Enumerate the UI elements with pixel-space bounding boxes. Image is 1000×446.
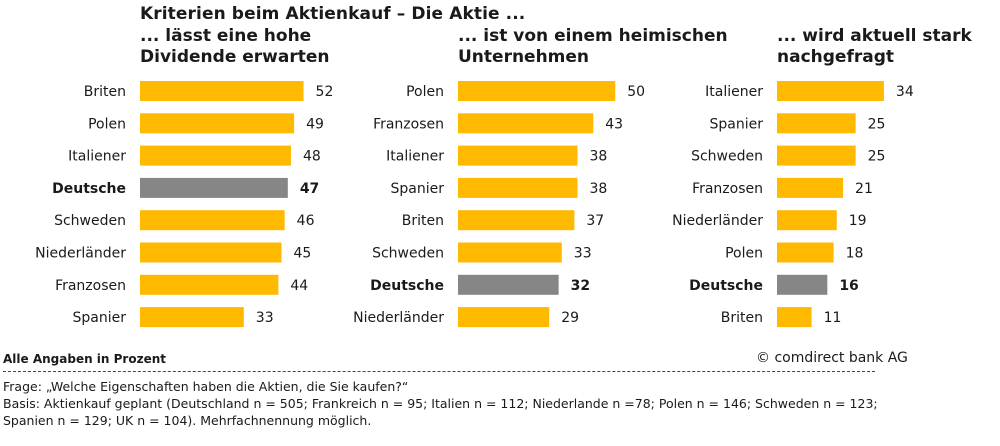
category-label: Spanier <box>391 181 445 197</box>
panel-1: Briten 52 Polen 49 Italiener 48 Deutsche 47 Schw… <box>35 81 334 328</box>
value-label: 29 <box>561 310 579 326</box>
bar <box>777 307 812 328</box>
category-label: Franzosen <box>373 116 444 132</box>
category-label: Briten <box>402 213 444 229</box>
bar <box>777 113 856 134</box>
category-label: Schweden <box>54 213 126 229</box>
value-label: 25 <box>868 149 886 165</box>
value-label: 33 <box>256 310 274 326</box>
value-label: 50 <box>627 84 645 100</box>
value-label: 43 <box>605 116 623 132</box>
category-label: Schweden <box>691 149 763 165</box>
bar <box>140 145 291 166</box>
bar <box>140 307 244 328</box>
value-label: 33 <box>574 246 592 262</box>
bar <box>777 145 856 166</box>
bar <box>458 307 550 328</box>
category-label: Niederländer <box>672 213 763 229</box>
value-label: 38 <box>590 181 608 197</box>
value-label: 11 <box>824 310 842 326</box>
panel-1-subtitle: ... lässt eine hohe Dividende erwarten <box>140 26 330 67</box>
category-label: Italiener <box>705 84 763 100</box>
bar <box>140 210 285 231</box>
category-label: Niederländer <box>353 310 444 326</box>
basis-note: Basis: Aktienkauf geplant (Deutschland n… <box>3 396 878 428</box>
value-label: 38 <box>590 149 608 165</box>
bar <box>777 81 884 101</box>
value-label: 46 <box>297 213 315 229</box>
dashed-divider <box>3 371 875 372</box>
value-label: 25 <box>868 116 886 132</box>
copyright: © comdirect bank AG <box>756 350 908 366</box>
category-label: Deutsche <box>52 181 126 197</box>
bar <box>777 177 844 198</box>
bar <box>458 274 559 295</box>
value-label: 21 <box>855 181 873 197</box>
category-label: Schweden <box>372 246 444 262</box>
category-label: Polen <box>88 116 126 132</box>
bar <box>140 177 288 198</box>
category-label: Spanier <box>73 310 127 326</box>
bar <box>458 113 594 134</box>
value-label: 49 <box>306 116 324 132</box>
panel-3: Italiener 34 Spanier 25 Schweden 25 Franzosen 2… <box>672 81 914 328</box>
bar-charts: Briten 52 Polen 49 Italiener 48 Deutsche 47 Schw… <box>35 81 914 328</box>
category-label: Briten <box>84 84 126 100</box>
category-label: Briten <box>721 310 763 326</box>
value-label: 52 <box>316 84 334 100</box>
value-label: 19 <box>849 213 867 229</box>
value-label: 37 <box>586 213 604 229</box>
category-label: Deutsche <box>370 278 444 294</box>
bar <box>140 242 282 263</box>
bar <box>140 113 295 134</box>
category-label: Franzosen <box>55 278 126 294</box>
chart-title: Kriterien beim Aktienkauf – Die Aktie ..… <box>140 4 526 24</box>
bar <box>777 274 828 295</box>
category-label: Franzosen <box>692 181 763 197</box>
bar <box>140 81 304 101</box>
category-label: Italiener <box>68 149 126 165</box>
bar <box>777 242 834 263</box>
value-label: 48 <box>303 149 321 165</box>
category-label: Niederländer <box>35 246 126 262</box>
value-label: 45 <box>294 246 312 262</box>
value-label: 47 <box>300 181 319 197</box>
bar <box>458 177 578 198</box>
value-label: 34 <box>896 84 914 100</box>
bar <box>458 145 578 166</box>
bar <box>777 210 837 231</box>
category-label: Spanier <box>710 116 764 132</box>
panel-3-subtitle: ... wird aktuell stark nachgefragt <box>777 26 972 67</box>
bar <box>140 274 279 295</box>
bar <box>458 242 562 263</box>
question-note: Frage: „Welche Eigenschaften haben die A… <box>3 379 409 394</box>
panel-2-subtitle: ... ist von einem heimischen Unternehmen <box>458 26 728 67</box>
category-label: Polen <box>725 246 763 262</box>
value-label: 18 <box>846 246 864 262</box>
bar <box>458 210 575 231</box>
value-label: 16 <box>839 278 858 294</box>
category-label: Italiener <box>386 149 444 165</box>
category-label: Deutsche <box>689 278 763 294</box>
value-label: 44 <box>290 278 308 294</box>
category-label: Polen <box>406 84 444 100</box>
bar <box>458 81 616 101</box>
value-label: 32 <box>571 278 590 294</box>
units-note: Alle Angaben in Prozent <box>3 352 166 366</box>
panel-2: Polen 50 Franzosen 43 Italiener 38 Spanier 38 Br… <box>353 81 645 328</box>
